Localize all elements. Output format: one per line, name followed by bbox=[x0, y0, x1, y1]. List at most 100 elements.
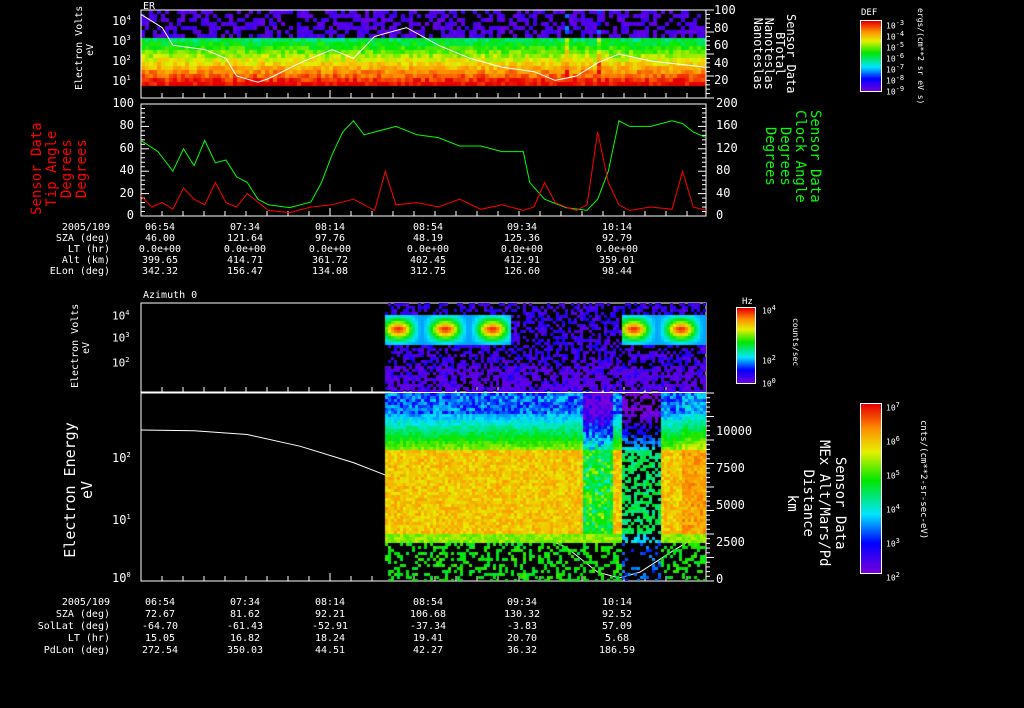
tick-base: 10 bbox=[112, 356, 126, 370]
tick-exponent: 4 bbox=[895, 503, 900, 511]
table-cell: 186.59 bbox=[598, 645, 636, 656]
electron-energy-spectrogram bbox=[141, 393, 706, 581]
table-cell: 402.45 bbox=[409, 255, 447, 266]
tick-exponent: 2 bbox=[771, 354, 776, 362]
table-cell: 156.47 bbox=[226, 266, 264, 277]
flux-colorbar-tick: 102 bbox=[886, 570, 900, 584]
table-row-label: SolLat (deg) bbox=[37, 621, 110, 632]
panel2-left-tick: 60 bbox=[119, 140, 134, 155]
tick-base: 10 bbox=[112, 513, 127, 527]
tick-exponent: 6 bbox=[895, 435, 900, 443]
tick-exponent: 7 bbox=[895, 401, 900, 409]
table-row-label: Alt (km) bbox=[61, 255, 110, 266]
tip-angle-line bbox=[140, 131, 707, 214]
panel1-title: ER bbox=[143, 1, 156, 12]
def-colorbar-tick: 10-3 bbox=[886, 18, 904, 32]
tick-base: 10 bbox=[886, 87, 896, 97]
tick-exponent: 1 bbox=[126, 513, 131, 521]
flux-colorbar-tick: 104 bbox=[886, 502, 900, 516]
table-cell: 57.09 bbox=[601, 621, 633, 632]
table-cell: 08:54 bbox=[412, 222, 444, 233]
panel2-right-tick: 160 bbox=[716, 118, 738, 133]
table-row-label: ELon (deg) bbox=[49, 266, 110, 277]
panel1-ytick: 101 bbox=[112, 73, 131, 88]
panel3-ylabel: Electron Volts eV bbox=[70, 303, 92, 388]
panel4-ylabel: Electron Energy eV bbox=[61, 422, 96, 558]
table-cell: 42.27 bbox=[412, 645, 444, 656]
table-cell: 08:54 bbox=[412, 597, 444, 608]
tick-base: 10 bbox=[762, 379, 772, 389]
panel1-right-tick: 40 bbox=[714, 55, 729, 70]
tick-exponent: 5 bbox=[895, 469, 900, 477]
tick-exponent: 0 bbox=[771, 377, 776, 385]
table-cell: -52.91 bbox=[311, 621, 349, 632]
tick-base: 10 bbox=[112, 331, 126, 345]
flux-colorbar bbox=[860, 403, 882, 574]
table-cell: 46.00 bbox=[144, 233, 176, 244]
axis-frame bbox=[140, 9, 707, 99]
tick-exponent: -5 bbox=[895, 41, 905, 49]
panel2-left-tick: 20 bbox=[119, 185, 134, 200]
panel3-ytick: 103 bbox=[112, 330, 129, 344]
table-cell: 134.08 bbox=[311, 266, 349, 277]
def-colorbar-tick: 10-8 bbox=[886, 73, 904, 87]
table-cell: 08:14 bbox=[314, 222, 346, 233]
table-cell: 272.54 bbox=[141, 645, 179, 656]
table-row-label: PdLon (deg) bbox=[43, 645, 110, 656]
axis-label-line: Distance bbox=[800, 469, 816, 537]
table-cell: 399.65 bbox=[141, 255, 179, 266]
table-cell: 0.0e+00 bbox=[500, 244, 544, 255]
tick-base: 10 bbox=[112, 74, 127, 88]
tick-base: 10 bbox=[112, 451, 127, 465]
table-cell: -3.83 bbox=[506, 621, 538, 632]
tick-base: 10 bbox=[112, 14, 127, 28]
table-cell: 121.64 bbox=[226, 233, 264, 244]
table-cell: 5.68 bbox=[604, 633, 630, 644]
tick-base: 10 bbox=[886, 539, 896, 549]
table-row-label: 2005/109 bbox=[61, 222, 110, 233]
tick-exponent: 2 bbox=[126, 54, 131, 62]
panel4-ytick: 102 bbox=[112, 450, 131, 465]
tick-exponent: 1 bbox=[126, 74, 131, 82]
tick-exponent: -6 bbox=[895, 52, 905, 60]
tick-base: 10 bbox=[112, 309, 126, 323]
panel1-ytick: 103 bbox=[112, 33, 131, 48]
hz-colorbar bbox=[736, 307, 756, 384]
table-cell: -61.43 bbox=[226, 621, 264, 632]
flux-colorbar-tick: 107 bbox=[886, 400, 900, 414]
axis-label-line: km bbox=[784, 494, 800, 512]
tick-base: 10 bbox=[112, 54, 127, 68]
tick-base: 10 bbox=[886, 437, 896, 447]
table-cell: 09:34 bbox=[506, 597, 538, 608]
table-cell: 0.0e+00 bbox=[595, 244, 639, 255]
table-cell: 350.03 bbox=[226, 645, 264, 656]
flux-colorbar-tick: 106 bbox=[886, 434, 900, 448]
panel3-ytick: 102 bbox=[112, 355, 129, 369]
panel4-ytick: 100 bbox=[112, 570, 131, 584]
tick-base: 10 bbox=[886, 505, 896, 515]
flux-colorbar-unit: cnts/(cm**2-sr-sec-eV) bbox=[918, 420, 928, 540]
table-cell: 36.32 bbox=[506, 645, 538, 656]
table-cell: 0.0e+00 bbox=[406, 244, 450, 255]
table-cell: 98.44 bbox=[601, 266, 633, 277]
panel1-right-tick: 100 bbox=[714, 3, 736, 17]
panel1-right-tick: 60 bbox=[714, 38, 729, 52]
table-cell: 10:14 bbox=[601, 597, 633, 608]
tick-exponent: 4 bbox=[125, 309, 130, 317]
tick-base: 10 bbox=[112, 34, 127, 48]
table-row-label: SZA (deg) bbox=[55, 609, 110, 620]
table-cell: 92.79 bbox=[601, 233, 633, 244]
panel4-right-tick: 5000 bbox=[716, 498, 745, 512]
axis-frame bbox=[140, 103, 707, 217]
table-cell: 359.01 bbox=[598, 255, 636, 266]
tick-base: 10 bbox=[886, 43, 896, 53]
tick-exponent: -8 bbox=[895, 74, 905, 82]
table-cell: 48.19 bbox=[412, 233, 444, 244]
table-cell: 19.41 bbox=[412, 633, 444, 644]
tick-exponent: -3 bbox=[895, 19, 905, 27]
def-colorbar-tick: 10-4 bbox=[886, 29, 904, 43]
table-cell: 20.70 bbox=[506, 633, 538, 644]
panel4-right-tick: 10000 bbox=[716, 424, 753, 438]
panel2-left-tick: 40 bbox=[119, 163, 134, 178]
table-row-label: LT (hr) bbox=[67, 633, 110, 644]
